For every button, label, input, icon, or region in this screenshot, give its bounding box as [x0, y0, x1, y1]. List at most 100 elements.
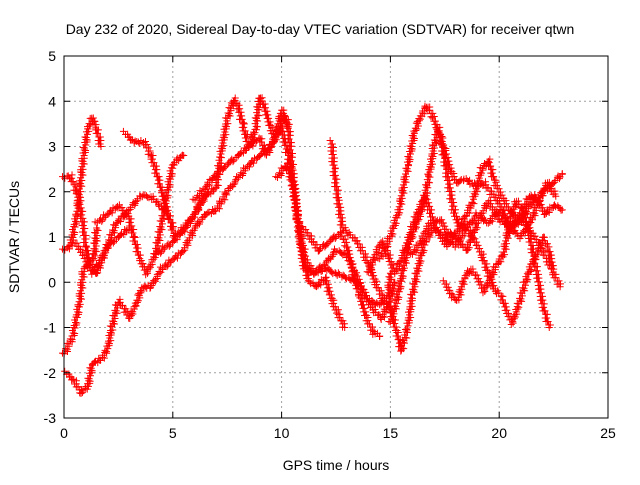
- data-point: [463, 223, 471, 231]
- data-point: [473, 220, 481, 228]
- data-point: [428, 114, 436, 122]
- series-track-17: [439, 197, 554, 331]
- data-point: [328, 158, 336, 166]
- data-point: [438, 137, 446, 145]
- data-point: [327, 147, 335, 155]
- data-point: [331, 164, 339, 172]
- data-point: [381, 297, 389, 305]
- y-tick-label: -1: [44, 320, 57, 336]
- series-track-7: [69, 224, 133, 277]
- data-point: [155, 180, 163, 188]
- data-point: [436, 123, 444, 131]
- data-point: [486, 162, 494, 170]
- data-point: [394, 206, 402, 214]
- data-point: [443, 177, 451, 185]
- data-point: [272, 173, 280, 181]
- data-point: [74, 188, 82, 196]
- data-point: [278, 131, 286, 139]
- data-point: [74, 301, 82, 309]
- data-point: [484, 279, 492, 287]
- data-point: [509, 208, 517, 216]
- data-point: [436, 130, 444, 138]
- data-points: [59, 94, 566, 397]
- series-track-12: [326, 136, 555, 355]
- data-point: [477, 169, 485, 177]
- data-point: [179, 247, 187, 255]
- data-point: [442, 147, 450, 155]
- y-tick-label: 0: [48, 274, 56, 290]
- data-point: [451, 212, 459, 220]
- data-point: [293, 204, 301, 212]
- data-point: [558, 170, 566, 178]
- data-point: [533, 274, 541, 282]
- data-point: [131, 234, 139, 242]
- data-point: [282, 138, 290, 146]
- data-point: [322, 273, 330, 281]
- data-point: [289, 177, 297, 185]
- data-point: [238, 112, 246, 120]
- data-point: [408, 231, 416, 239]
- data-point: [94, 129, 102, 137]
- data-point: [275, 169, 283, 177]
- series-track-6: [91, 151, 188, 279]
- data-point: [346, 254, 354, 262]
- axis-ticks: 0 5 10 15 20 25 -3 -2 -1 0 1 2 3 4 5: [44, 48, 616, 441]
- x-axis-label: GPS time / hours: [283, 457, 390, 473]
- data-point: [394, 329, 402, 337]
- data-point: [142, 271, 150, 279]
- data-point: [477, 210, 485, 218]
- data-point: [523, 217, 531, 225]
- data-point: [336, 214, 344, 222]
- data-point: [152, 169, 160, 177]
- data-point: [344, 243, 352, 251]
- data-point: [398, 265, 406, 273]
- data-point: [435, 127, 443, 135]
- data-point: [262, 111, 270, 119]
- data-point: [499, 292, 507, 300]
- data-point: [75, 177, 83, 185]
- data-point: [193, 203, 201, 211]
- data-point: [389, 282, 397, 290]
- data-point: [134, 251, 142, 259]
- data-point: [301, 265, 309, 273]
- data-point: [403, 165, 411, 173]
- data-point: [498, 251, 506, 259]
- data-point: [330, 161, 338, 169]
- data-point: [300, 249, 308, 257]
- data-point: [299, 235, 307, 243]
- data-point: [432, 136, 440, 144]
- data-point: [75, 245, 83, 253]
- data-point: [325, 284, 333, 292]
- data-point: [155, 268, 163, 276]
- data-point: [407, 250, 415, 258]
- data-point: [522, 224, 530, 232]
- data-point: [329, 303, 337, 311]
- data-point: [472, 241, 480, 249]
- data-point: [523, 221, 531, 229]
- data-point: [143, 144, 151, 152]
- data-point: [184, 237, 192, 245]
- data-point: [358, 247, 366, 255]
- data-point: [354, 278, 362, 286]
- data-point: [215, 197, 223, 205]
- y-tick-label: 3: [48, 139, 56, 155]
- data-point: [290, 182, 298, 190]
- data-point: [333, 309, 341, 317]
- data-point: [392, 302, 400, 310]
- data-point: [78, 389, 86, 397]
- data-point: [96, 133, 104, 141]
- data-point: [540, 300, 548, 308]
- data-point: [543, 310, 551, 318]
- data-point: [336, 313, 344, 321]
- data-point: [83, 243, 91, 251]
- data-point: [545, 324, 553, 331]
- data-point: [236, 105, 244, 113]
- data-point: [130, 237, 138, 245]
- data-point: [360, 308, 368, 316]
- data-point: [277, 164, 285, 172]
- data-point: [421, 102, 429, 110]
- data-point: [337, 317, 345, 325]
- data-point: [471, 238, 479, 246]
- data-point: [294, 215, 302, 223]
